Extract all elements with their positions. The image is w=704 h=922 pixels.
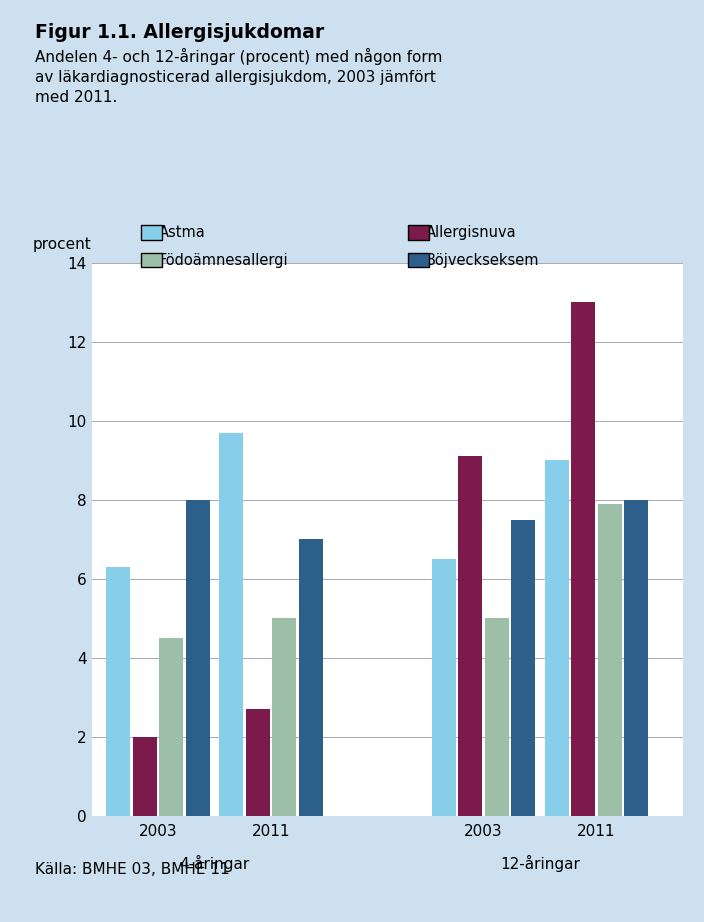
- Bar: [219, 432, 243, 816]
- Text: 12-åringar: 12-åringar: [500, 855, 580, 872]
- Bar: [545, 460, 569, 816]
- Bar: [298, 539, 322, 816]
- Bar: [485, 619, 509, 816]
- Text: Födoämnesallergi: Födoämnesallergi: [158, 253, 288, 267]
- Bar: [272, 619, 296, 816]
- Text: Astma: Astma: [158, 225, 205, 240]
- Bar: [511, 520, 535, 816]
- Bar: [598, 503, 622, 816]
- Bar: [571, 302, 595, 816]
- Bar: [133, 737, 156, 816]
- Bar: [624, 500, 648, 816]
- Bar: [246, 709, 270, 816]
- Bar: [186, 500, 210, 816]
- Bar: [159, 638, 183, 816]
- Text: Källa: BMHE 03, BMHE 11: Källa: BMHE 03, BMHE 11: [35, 862, 230, 877]
- Bar: [432, 559, 455, 816]
- Text: Böjveckseksem: Böjveckseksem: [426, 253, 539, 267]
- Text: Allergisnuva: Allergisnuva: [426, 225, 517, 240]
- Bar: [106, 567, 130, 816]
- Text: Andelen 4- och 12-åringar (procent) med någon form
av läkardiagnosticerad allerg: Andelen 4- och 12-åringar (procent) med …: [35, 48, 443, 104]
- Text: procent: procent: [32, 237, 91, 252]
- Text: Figur 1.1. Allergisjukdomar: Figur 1.1. Allergisjukdomar: [35, 23, 325, 42]
- Text: 4-åringar: 4-åringar: [180, 855, 250, 872]
- Bar: [458, 456, 482, 816]
